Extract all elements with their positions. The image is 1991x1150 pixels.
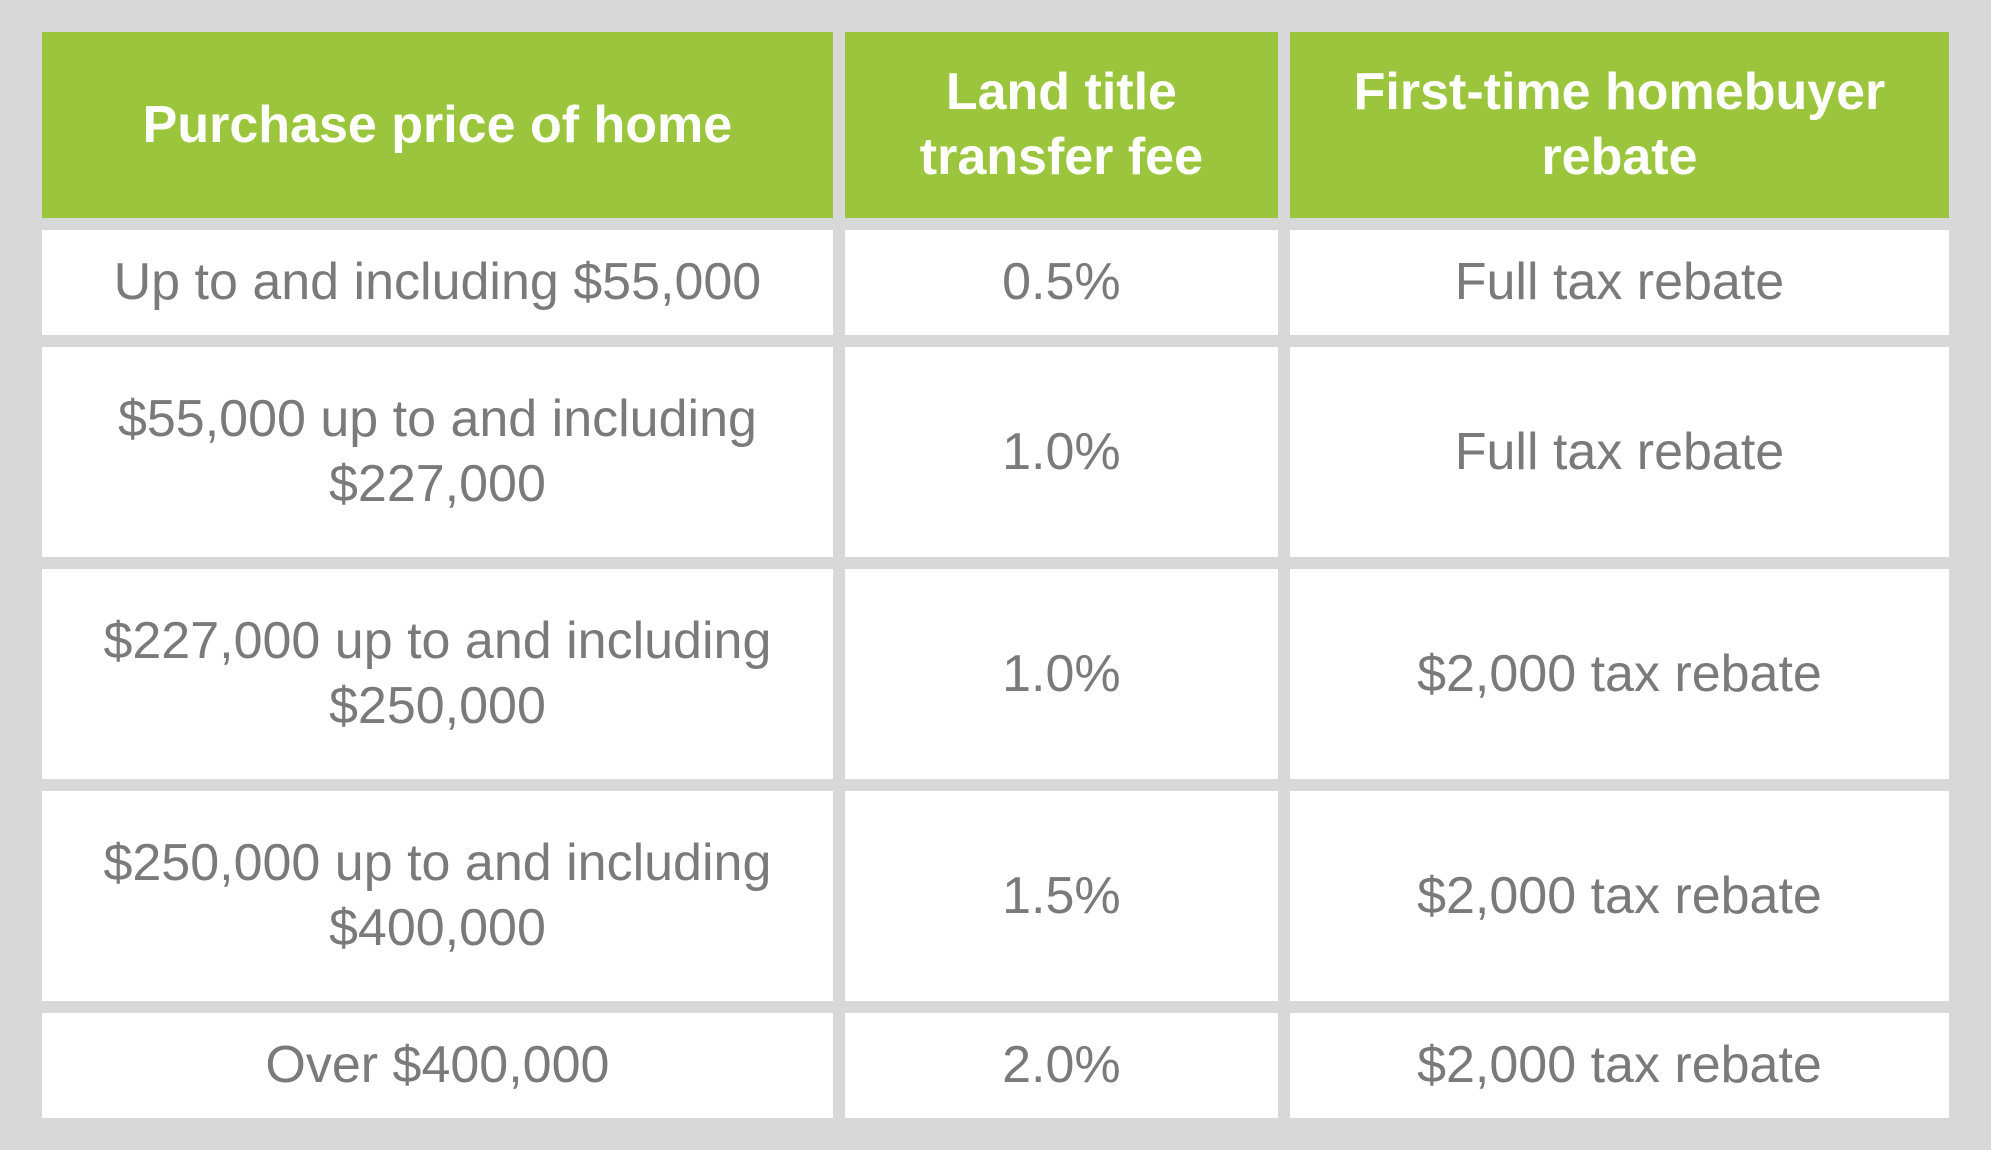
cell-price: Up to and including $55,000 (42, 230, 833, 335)
cell-fee: 1.0% (845, 347, 1278, 557)
cell-rebate: $2,000 tax rebate (1290, 1013, 1949, 1118)
table-row: Over $400,000 2.0% $2,000 tax rebate (42, 1013, 1949, 1118)
table-row: $227,000 up to and including $250,000 1.… (42, 569, 1949, 779)
col-header-rebate: First-time homebuyer rebate (1290, 32, 1949, 218)
cell-fee: 0.5% (845, 230, 1278, 335)
col-header-price: Purchase price of home (42, 32, 833, 218)
table-header-row: Purchase price of home Land title transf… (42, 32, 1949, 218)
table-body: Up to and including $55,000 0.5% Full ta… (42, 230, 1949, 1118)
col-header-fee: Land title transfer fee (845, 32, 1278, 218)
table-row: $250,000 up to and including $400,000 1.… (42, 791, 1949, 1001)
cell-price: Over $400,000 (42, 1013, 833, 1118)
cell-price: $227,000 up to and including $250,000 (42, 569, 833, 779)
table-row: Up to and including $55,000 0.5% Full ta… (42, 230, 1949, 335)
cell-price: $55,000 up to and including $227,000 (42, 347, 833, 557)
cell-rebate: $2,000 tax rebate (1290, 569, 1949, 779)
cell-price: $250,000 up to and including $400,000 (42, 791, 833, 1001)
cell-rebate: Full tax rebate (1290, 230, 1949, 335)
cell-rebate: $2,000 tax rebate (1290, 791, 1949, 1001)
cell-rebate: Full tax rebate (1290, 347, 1949, 557)
cell-fee: 1.5% (845, 791, 1278, 1001)
fee-rebate-table: Purchase price of home Land title transf… (30, 20, 1961, 1130)
cell-fee: 2.0% (845, 1013, 1278, 1118)
table-row: $55,000 up to and including $227,000 1.0… (42, 347, 1949, 557)
cell-fee: 1.0% (845, 569, 1278, 779)
table-container: Purchase price of home Land title transf… (0, 0, 1991, 1150)
